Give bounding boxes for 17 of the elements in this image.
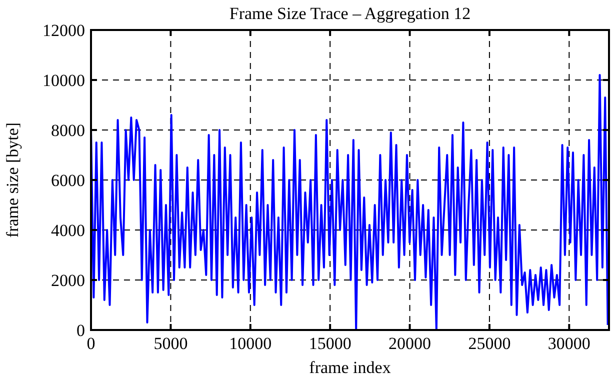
y-tick-label: 0 bbox=[76, 320, 85, 340]
y-tick-label: 4000 bbox=[51, 220, 85, 240]
chart-title: Frame Size Trace – Aggregation 12 bbox=[229, 4, 471, 23]
x-axis-title: frame index bbox=[309, 358, 392, 377]
y-tick-label: 12000 bbox=[42, 20, 85, 40]
y-tick-label: 10000 bbox=[42, 70, 85, 90]
x-tick-label: 25000 bbox=[468, 334, 511, 353]
x-tick-label: 15000 bbox=[308, 334, 352, 353]
y-tick-label: 2000 bbox=[51, 270, 85, 290]
y-axis-title: frame size [byte] bbox=[3, 122, 22, 238]
x-tick-label: 10000 bbox=[229, 334, 272, 353]
x-tick-label: 20000 bbox=[388, 334, 432, 353]
y-tick-label: 8000 bbox=[51, 120, 85, 140]
line-series bbox=[90, 74, 609, 331]
x-tick-label: 5000 bbox=[154, 334, 188, 353]
y-tick-label: 6000 bbox=[51, 170, 85, 190]
x-tick-label: 30000 bbox=[548, 334, 590, 353]
